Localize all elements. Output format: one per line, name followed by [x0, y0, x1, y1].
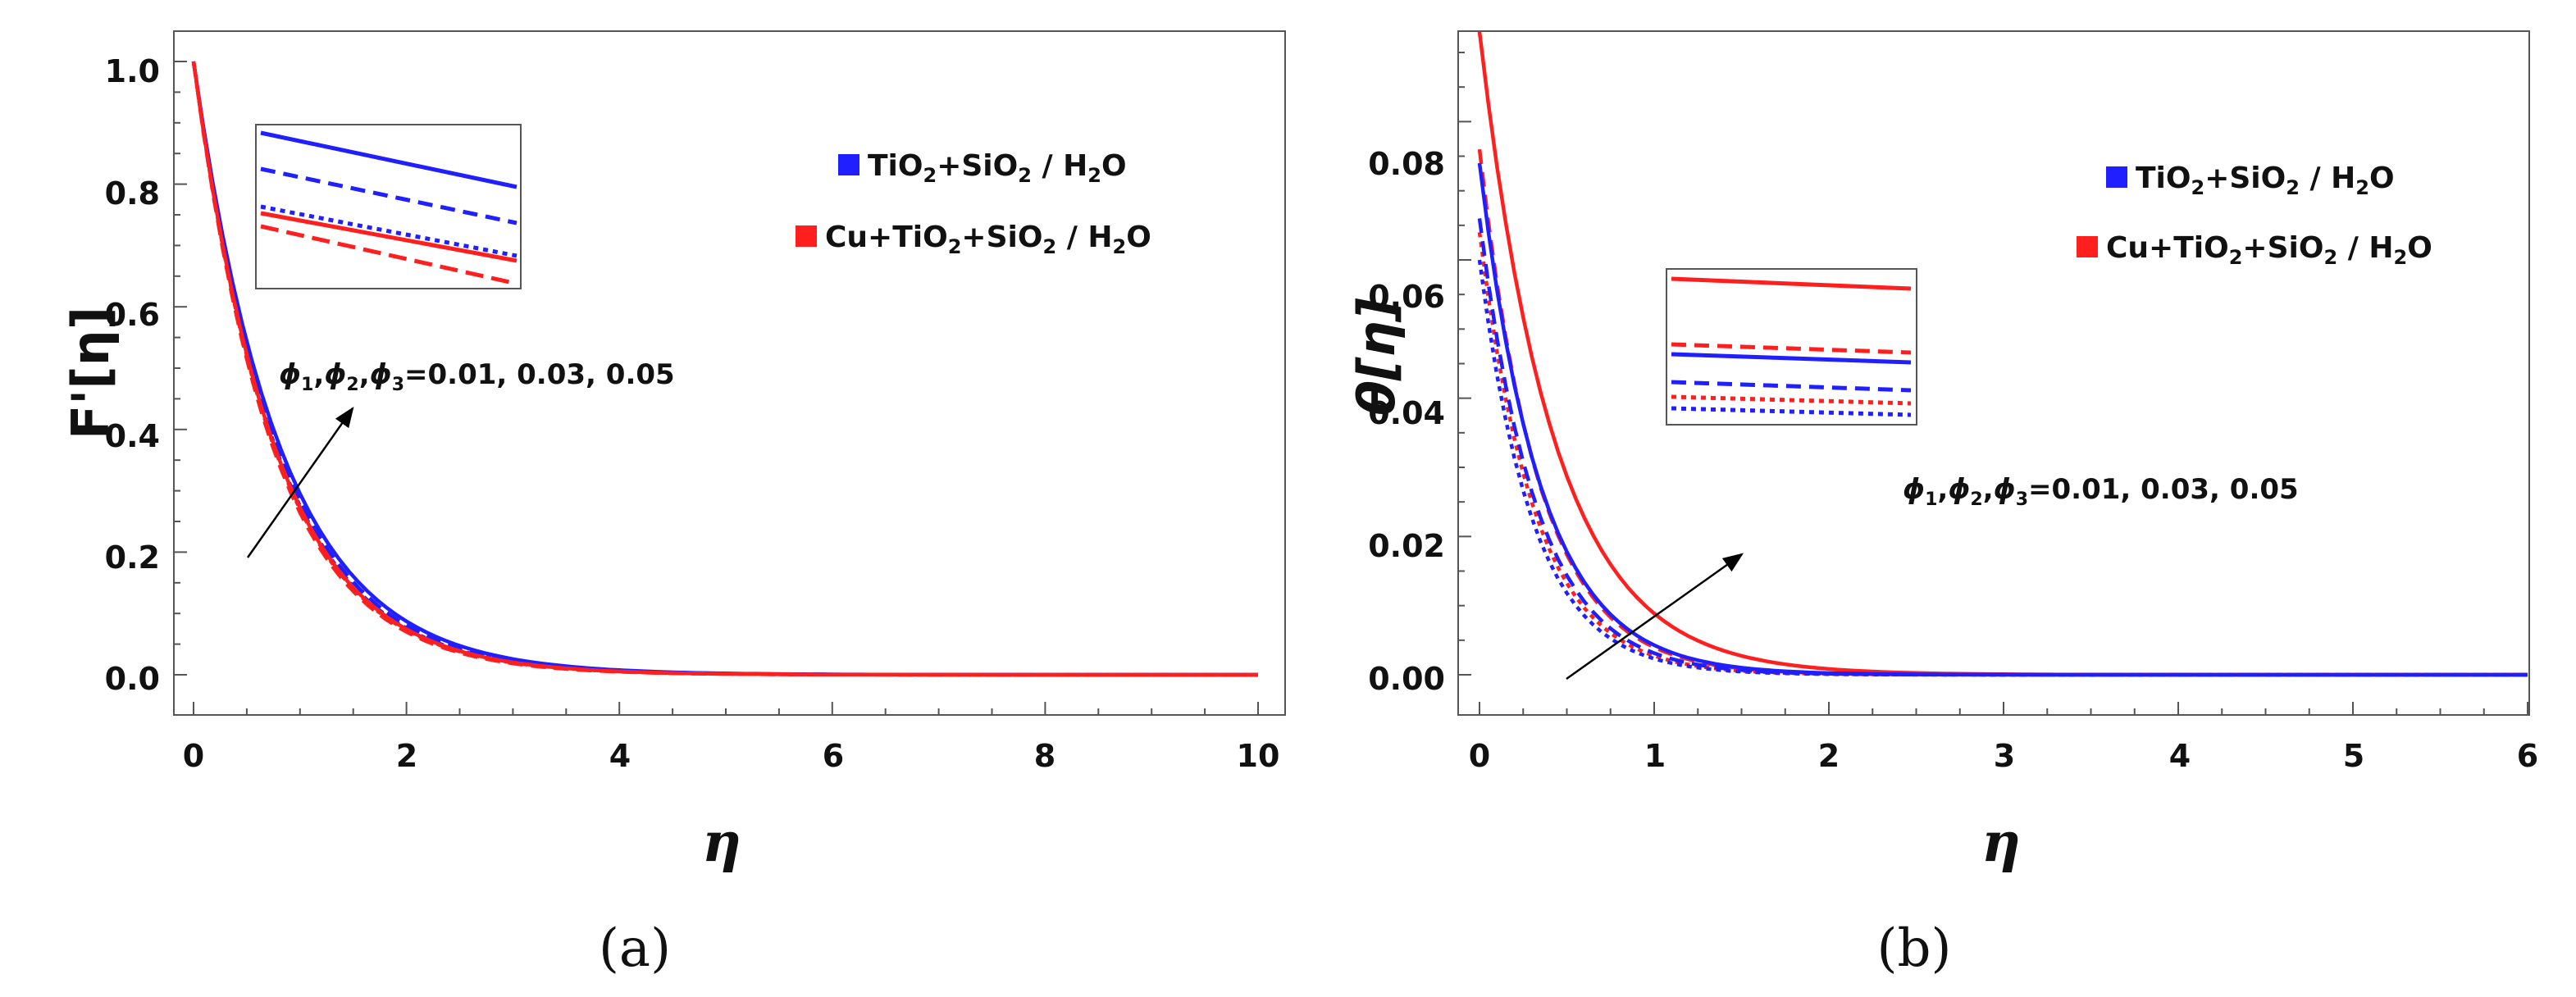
- panel-a: 0.0 0.2 0.4 0.6 0.8 1.0 0 2 4 6 8 10 η F…: [61, 30, 1286, 979]
- arrow-a: [246, 406, 354, 558]
- series-line: [1477, 259, 2528, 677]
- legend-swatch-red: [796, 225, 817, 247]
- y-tick-label: 0.2: [105, 539, 160, 576]
- y-tick-label: 0.4: [105, 418, 160, 454]
- legend-b: TiO2+SiO2 / H2O Cu+TiO2+SiO2 / H2O: [2077, 162, 2432, 269]
- y-tick-label: 0.06: [1368, 279, 1445, 315]
- annotation-phi-a: ϕ1,ϕ2,ϕ3=0.01, 0.03, 0.05: [279, 358, 675, 395]
- legend-label-tio2-sio2: TiO2+SiO2 / H2O: [868, 149, 1127, 187]
- x-tick-label: 6: [823, 738, 844, 774]
- tick-marks-a: [174, 61, 1259, 715]
- panel-b: 0.00 0.02 0.04 0.06 0.08 0 1 2 3 4 5 6 η…: [1347, 30, 2538, 979]
- y-axis-label-a: F'[η]: [61, 307, 121, 439]
- x-tick-label: 3: [1994, 738, 2015, 774]
- y-tick-label: 1.0: [105, 53, 160, 89]
- x-tick-label: 4: [609, 738, 631, 774]
- x-tick-label: 0: [183, 738, 204, 774]
- x-tick-label: 8: [1034, 738, 1055, 774]
- arrow-b: [1566, 553, 1744, 681]
- plot-frame-a: [173, 30, 1286, 716]
- plot-frame-b: [1457, 30, 2530, 716]
- x-axis-label-a: η: [702, 810, 741, 874]
- annotation-phi-b: ϕ1,ϕ2,ϕ3=0.01, 0.03, 0.05: [1903, 473, 2299, 510]
- y-tick-label: 0.08: [1368, 146, 1445, 182]
- x-tick-label: 2: [396, 738, 417, 774]
- panel-caption-b: (b): [1877, 918, 1952, 979]
- x-tick-label: 0: [1469, 738, 1490, 774]
- x-tick-label: 1: [1644, 738, 1666, 774]
- series-group-b: [1477, 31, 2528, 677]
- inset-zoom-b: [1666, 268, 1917, 426]
- x-tick-label: 10: [1237, 738, 1280, 774]
- x-axis-label-b: η: [1981, 810, 2021, 874]
- y-tick-label: 0.04: [1368, 395, 1445, 431]
- y-tick-label: 0.6: [105, 297, 160, 333]
- legend-swatch-blue: [2106, 166, 2127, 188]
- x-tick-label: 4: [2169, 738, 2191, 774]
- y-axis-label-b: θ[η]: [1347, 298, 1407, 415]
- inset-zoom-a: [255, 124, 522, 289]
- legend-a: TiO2+SiO2 / H2O Cu+TiO2+SiO2 / H2O: [796, 149, 1151, 258]
- series-line: [1477, 31, 2528, 677]
- x-tick-label: 6: [2517, 738, 2538, 774]
- legend-label-tio2-sio2: TiO2+SiO2 / H2O: [2136, 162, 2395, 199]
- legend-label-cu-tio2-sio2: Cu+TiO2+SiO2 / H2O: [2106, 231, 2432, 269]
- y-tick-label: 0.0: [105, 661, 160, 697]
- x-tick-label: 2: [1818, 738, 1840, 774]
- series-line: [1477, 231, 2528, 677]
- legend-label-cu-tio2-sio2: Cu+TiO2+SiO2 / H2O: [825, 221, 1151, 258]
- series-line: [191, 61, 1258, 677]
- y-tick-label: 0.8: [105, 175, 160, 212]
- tick-marks-b: [1458, 52, 2528, 715]
- legend-swatch-blue: [838, 154, 859, 175]
- series-group-a: [191, 61, 1258, 677]
- y-tick-label: 0.00: [1368, 661, 1445, 697]
- y-tick-label: 0.02: [1368, 528, 1445, 564]
- panel-caption-a: (a): [599, 918, 671, 979]
- series-line: [1477, 218, 2528, 677]
- legend-swatch-red: [2077, 236, 2098, 257]
- x-tick-label: 5: [2343, 738, 2364, 774]
